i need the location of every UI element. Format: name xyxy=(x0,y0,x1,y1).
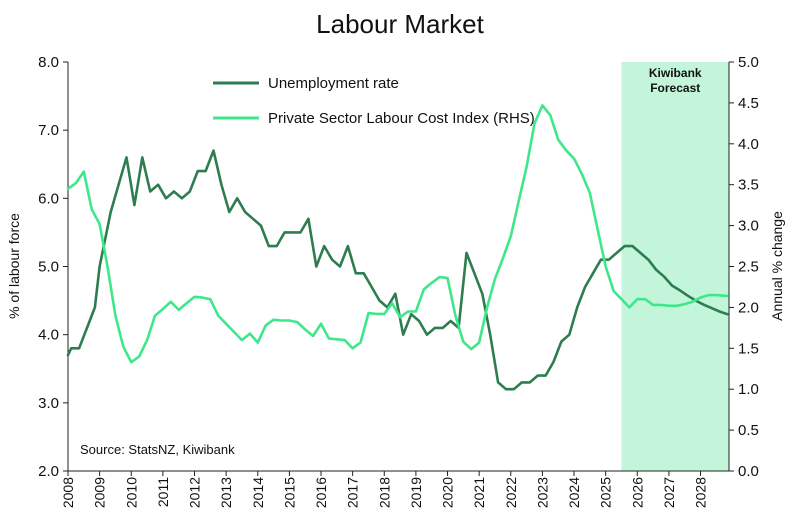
x-tick-label: 2017 xyxy=(345,477,361,508)
x-tick-label: 2027 xyxy=(661,477,677,508)
x-tick-label: 2009 xyxy=(92,477,108,508)
x-tick-label: 2021 xyxy=(471,477,487,508)
x-tick-label: 2026 xyxy=(629,477,645,508)
source-note: Source: StatsNZ, Kiwibank xyxy=(80,442,235,457)
x-tick-label: 2024 xyxy=(566,477,582,508)
x-tick-label: 2020 xyxy=(440,477,456,508)
legend-label-unemployment: Unemployment rate xyxy=(268,75,399,92)
y-axis-label-left: % of labour force xyxy=(6,213,22,319)
x-tick-label: 2019 xyxy=(408,477,424,508)
right-tick-label: 3.0 xyxy=(738,218,759,235)
x-tick-label: 2014 xyxy=(250,477,266,508)
x-tick-label: 2023 xyxy=(534,477,550,508)
x-tick-label: 2010 xyxy=(123,477,139,508)
unemployment-rate-line xyxy=(66,149,729,391)
left-tick-label: 7.0 xyxy=(38,122,59,139)
x-tick-label: 2013 xyxy=(218,477,234,508)
x-tick-label: 2012 xyxy=(187,477,203,508)
right-tick-label: 1.5 xyxy=(738,340,759,357)
right-tick-label: 2.5 xyxy=(738,259,759,276)
left-tick-label: 4.0 xyxy=(38,327,59,344)
legend: Unemployment rate Private Sector Labour … xyxy=(213,75,535,127)
left-tick-label: 8.0 xyxy=(38,54,59,71)
left-tick-label: 5.0 xyxy=(38,259,59,276)
right-tick-label: 4.0 xyxy=(738,136,759,153)
axes: 2.0 3.0 4.0 5.0 6.0 7.0 8.0 0.0 0.5 1.0 1.5 2.0 2.5 3… xyxy=(38,54,759,508)
forecast-label-line1: Kiwibank xyxy=(649,66,702,80)
x-tick-label: 2028 xyxy=(693,477,709,508)
right-tick-label: 0.0 xyxy=(738,463,759,480)
x-tick-label: 2016 xyxy=(313,477,329,508)
right-tick-label: 5.0 xyxy=(738,54,759,71)
y-axis-label-right: Annual % change xyxy=(769,211,785,321)
x-tick-label: 2018 xyxy=(376,477,392,508)
right-tick-label: 0.5 xyxy=(738,422,759,439)
x-tick-label: 2008 xyxy=(60,477,76,508)
left-tick-label: 6.0 xyxy=(38,190,59,207)
labour-cost-index-line xyxy=(66,104,729,364)
x-tick-label: 2022 xyxy=(503,477,519,508)
x-tick-label: 2015 xyxy=(281,477,297,508)
x-tick-label: 2011 xyxy=(155,477,171,507)
right-tick-label: 3.5 xyxy=(738,177,759,194)
forecast-region xyxy=(621,62,729,471)
forecast-label-line2: Forecast xyxy=(650,81,700,95)
right-tick-label: 2.0 xyxy=(738,299,759,316)
chart-title: Labour Market xyxy=(316,9,484,39)
legend-label-lci: Private Sector Labour Cost Index (RHS) xyxy=(268,110,535,127)
x-tick-label: 2025 xyxy=(598,477,614,508)
left-tick-label: 3.0 xyxy=(38,395,59,412)
series-layer xyxy=(66,104,729,391)
left-tick-label: 2.0 xyxy=(38,463,59,480)
right-tick-label: 1.0 xyxy=(738,381,759,398)
right-tick-label: 4.5 xyxy=(738,95,759,112)
